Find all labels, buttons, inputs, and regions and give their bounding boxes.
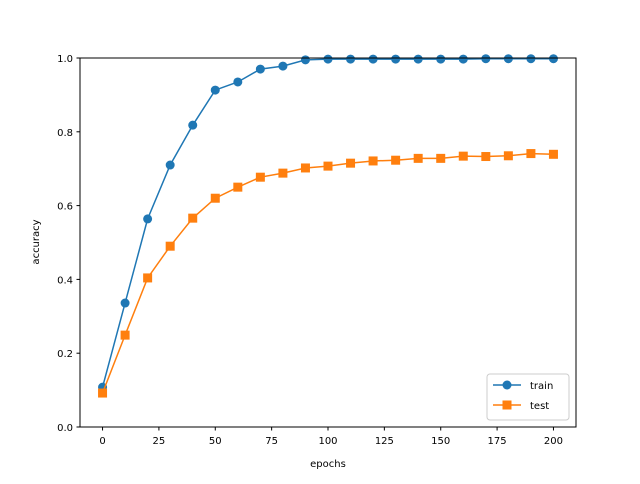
legend-marker: [502, 380, 512, 390]
legend-label-train: train: [530, 381, 553, 392]
y-axis-label: accuracy: [31, 219, 42, 264]
test-point: [255, 172, 265, 182]
x-tick-label: 0: [99, 436, 105, 447]
train-point: [143, 214, 153, 224]
train-point: [368, 54, 378, 64]
axes-frame: [79, 57, 577, 428]
test-point: [143, 273, 153, 283]
test-point: [503, 151, 513, 161]
train-point: [481, 54, 491, 64]
legend: train test: [486, 373, 570, 421]
x-tick-label: 75: [265, 436, 278, 447]
x-tick-label: 125: [375, 436, 394, 447]
test-point: [233, 182, 243, 192]
series-train: [98, 54, 558, 392]
test-point: [346, 158, 356, 168]
y-tick-label: 0.4: [57, 275, 73, 286]
train-point: [458, 54, 468, 64]
test-point: [300, 163, 310, 173]
x-axis-label: epochs: [310, 459, 346, 470]
test-point: [210, 193, 220, 203]
legend-marker: [502, 400, 512, 410]
train-point: [188, 120, 198, 130]
test-point: [120, 330, 130, 340]
test-point: [278, 168, 288, 178]
test-point: [391, 155, 401, 165]
legend-box: [486, 373, 570, 421]
x-tick-label: 150: [431, 436, 450, 447]
train-point: [503, 54, 513, 64]
x-tick-label: 200: [544, 436, 563, 447]
y-tick-label: 0.0: [57, 423, 73, 434]
test-point: [481, 152, 491, 162]
legend-label-test: test: [530, 401, 549, 412]
test-point: [548, 149, 558, 159]
test-point: [323, 161, 333, 171]
train-point: [165, 160, 175, 170]
x-tick-label: 25: [153, 436, 166, 447]
test-point: [188, 213, 198, 223]
series-test: [98, 149, 558, 398]
x-tick-label: 175: [488, 436, 507, 447]
test-point: [413, 153, 423, 163]
train-point: [210, 85, 220, 95]
train-point: [548, 54, 558, 64]
x-tick-label: 100: [318, 436, 337, 447]
train-line: [101, 57, 554, 388]
train-point: [413, 54, 423, 64]
train-point: [233, 77, 243, 87]
test-point: [98, 388, 108, 398]
train-point: [300, 55, 310, 65]
train-point: [391, 54, 401, 64]
axis-ticks: 0 25 50 75 100 125 150 175 200 0.0 0.2 0.4 0.6 0.8 1.0: [57, 54, 563, 447]
train-point: [120, 298, 130, 308]
test-point: [368, 156, 378, 166]
test-line: [101, 152, 554, 394]
train-point: [323, 54, 333, 64]
train-point: [255, 64, 265, 74]
train-point: [278, 61, 288, 71]
train-point: [436, 54, 446, 64]
y-tick-label: 0.8: [57, 128, 73, 139]
train-point: [346, 54, 356, 64]
train-point: [526, 54, 536, 64]
plot-area: [98, 54, 558, 398]
test-point: [436, 153, 446, 163]
test-point: [165, 241, 175, 251]
test-point: [458, 151, 468, 161]
test-point: [526, 149, 536, 159]
y-tick-label: 0.6: [57, 202, 73, 213]
y-tick-label: 1.0: [57, 54, 73, 65]
y-tick-label: 0.2: [57, 349, 73, 360]
x-tick-label: 50: [209, 436, 222, 447]
